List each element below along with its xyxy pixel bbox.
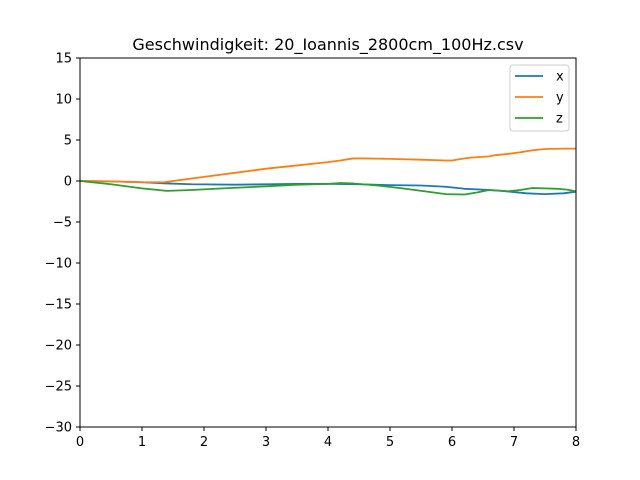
x-tick-label: 2 <box>200 435 208 450</box>
axes: 0 1 2 3 4 5 6 7 8 −30 −25 −20 −15 −10 −5 0 5 10 15 <box>45 52 581 451</box>
y-tick-label: −15 <box>45 298 72 313</box>
x-tick-label: 1 <box>138 435 146 450</box>
plot-frame <box>79 57 577 428</box>
x-tick-label: 5 <box>386 435 394 450</box>
y-tick-label: 5 <box>64 134 72 149</box>
series-line-y <box>80 147 576 184</box>
y-tick-label: −10 <box>45 257 72 272</box>
legend-label-y: y <box>556 91 564 106</box>
series-line-x <box>80 180 576 196</box>
y-tick-label: −5 <box>53 216 72 231</box>
y-tick-label: 10 <box>55 93 72 108</box>
y-tick-label: −25 <box>45 380 72 395</box>
x-tick-label: 6 <box>448 435 456 450</box>
chart-title: Geschwindigkeit: 20_Ioannis_2800cm_100Hz… <box>132 35 523 55</box>
x-tick-label: 4 <box>324 435 332 450</box>
y-tick-label: −30 <box>45 421 72 436</box>
y-tick-label: −20 <box>45 339 72 354</box>
legend-label-x: x <box>556 70 564 85</box>
legend-box <box>509 64 570 132</box>
y-tick-label: 0 <box>64 175 72 190</box>
x-tick-label: 7 <box>510 435 518 450</box>
series-line-z <box>80 180 576 196</box>
plot-lines <box>80 147 576 196</box>
x-tick-label: 3 <box>262 435 270 450</box>
legend: xyz <box>509 64 570 132</box>
x-tick-label: 0 <box>76 435 84 450</box>
x-tick-label: 8 <box>572 435 580 450</box>
legend-label-z: z <box>556 112 563 127</box>
y-tick-label: 15 <box>55 52 72 67</box>
